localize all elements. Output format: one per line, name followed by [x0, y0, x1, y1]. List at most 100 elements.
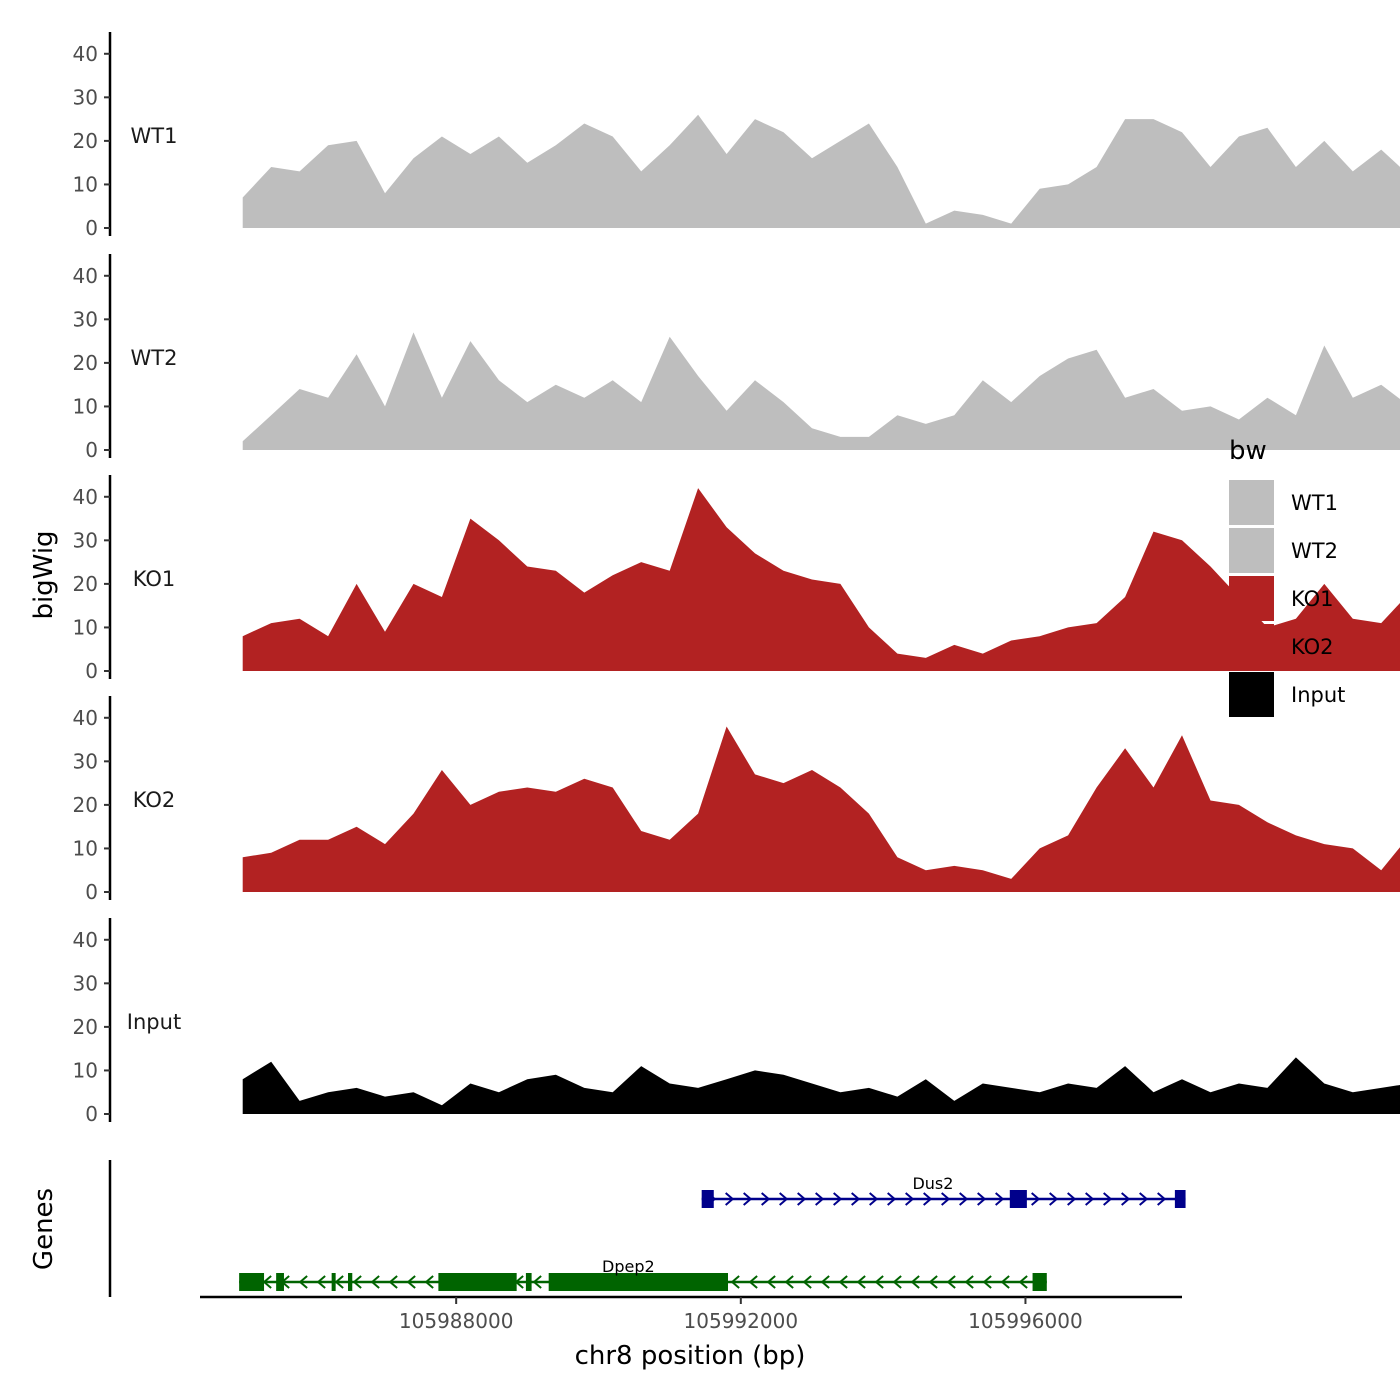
y-tick-label: 0 — [85, 659, 98, 683]
track-input: 0 10 20 30 40 Input — [73, 918, 1400, 1126]
gene-name-label: Dpep2 — [602, 1257, 655, 1276]
strand-arrow — [928, 1275, 938, 1289]
strand-arrow — [424, 1275, 434, 1289]
legend-label-ko2: KO2 — [1291, 635, 1334, 659]
legend-swatch-input — [1229, 672, 1274, 717]
track-ko1: 0 10 20 30 40 KO1 — [73, 475, 1400, 683]
strand-arrow — [946, 1275, 956, 1289]
x-tick-label: 105992000 — [684, 1309, 799, 1333]
coverage-area-wt2 — [242, 332, 1400, 450]
y-tick-label: 30 — [73, 749, 98, 773]
y-axis-title: bigWig — [29, 530, 59, 619]
x-tick-label: 105988000 — [399, 1309, 514, 1333]
strand-arrow — [833, 1192, 843, 1206]
strand-arrow — [1139, 1192, 1149, 1206]
y-tick-label: 30 — [73, 528, 98, 552]
strand-arrow — [910, 1275, 920, 1289]
y-tick-label: 40 — [73, 42, 98, 66]
track-label: WT2 — [131, 346, 178, 370]
gene-exon — [438, 1273, 517, 1291]
strand-arrow — [941, 1192, 951, 1206]
strand-arrow — [797, 1192, 807, 1206]
y-tick-label: 0 — [85, 438, 98, 462]
strand-arrow — [1018, 1275, 1028, 1289]
track-label: WT1 — [131, 124, 178, 148]
strand-arrow — [905, 1192, 915, 1206]
strand-arrow — [1157, 1192, 1167, 1206]
legend-swatch-wt2 — [1229, 528, 1274, 573]
gene-panel: Dus2 Dpep2 — [108, 1160, 1186, 1297]
strand-arrow — [748, 1275, 758, 1289]
strand-arrow — [1031, 1192, 1041, 1206]
y-tick-label: 30 — [73, 971, 98, 995]
strand-arrow — [995, 1192, 1005, 1206]
legend-swatch-wt1 — [1229, 480, 1274, 525]
strand-arrow — [1085, 1192, 1095, 1206]
strand-arrow — [784, 1275, 794, 1289]
track-wt1: 0 10 20 30 40 WT1 — [73, 32, 1400, 240]
track-label: KO1 — [133, 567, 176, 591]
strand-arrow — [820, 1275, 830, 1289]
legend-swatch-ko2 — [1229, 624, 1274, 669]
strand-arrow — [874, 1275, 884, 1289]
strand-arrow — [779, 1192, 789, 1206]
strand-arrow — [766, 1275, 776, 1289]
y-tick-label: 40 — [73, 928, 98, 952]
gene-exon — [525, 1273, 532, 1291]
x-tick-label: 105996000 — [968, 1309, 1083, 1333]
gene-dpep2: Dpep2 — [239, 1257, 1047, 1291]
y-tick-label: 20 — [73, 351, 98, 375]
y-tick-label: 20 — [73, 572, 98, 596]
track-label: KO2 — [133, 788, 176, 812]
gene-exon — [276, 1273, 284, 1291]
legend-label-input: Input — [1291, 683, 1345, 707]
bigwig-tracks: 0 10 20 30 40 WT1 0 10 20 30 40 WT2 0 10 20 30 40 KO1 0 10 2… — [73, 32, 1400, 1126]
strand-arrow — [388, 1275, 398, 1289]
gene-exon — [1174, 1190, 1186, 1208]
strand-arrow — [725, 1192, 735, 1206]
y-tick-label: 20 — [73, 129, 98, 153]
y-tick-label: 10 — [73, 172, 98, 196]
gene-dus2: Dus2 — [701, 1174, 1186, 1208]
y-tick-label: 20 — [73, 1015, 98, 1039]
strand-arrow — [406, 1275, 416, 1289]
strand-arrow — [923, 1192, 933, 1206]
track-label: Input — [127, 1010, 181, 1034]
strand-arrow — [1103, 1192, 1113, 1206]
gene-exon — [348, 1273, 353, 1291]
legend-title: bw — [1229, 436, 1267, 466]
coverage-area-ko1 — [242, 488, 1400, 671]
y-tick-label: 0 — [85, 216, 98, 240]
strand-arrow — [982, 1275, 992, 1289]
y-tick-label: 30 — [73, 85, 98, 109]
gene-exon — [1009, 1190, 1027, 1208]
y-tick-label: 10 — [73, 1058, 98, 1082]
strand-arrow — [334, 1275, 344, 1289]
x-axis: 105988000 105992000 105996000 — [200, 1295, 1182, 1333]
legend-label-wt1: WT1 — [1291, 491, 1338, 515]
strand-arrow — [856, 1275, 866, 1289]
y-tick-label: 40 — [73, 264, 98, 288]
y-tick-label: 10 — [73, 394, 98, 418]
y-tick-label: 0 — [85, 1102, 98, 1126]
strand-arrow — [815, 1192, 825, 1206]
strand-arrow — [370, 1275, 380, 1289]
coverage-area-wt1 — [242, 114, 1400, 228]
legend-label-ko1: KO1 — [1291, 587, 1334, 611]
y-tick-label: 40 — [73, 706, 98, 730]
legend-label-wt2: WT2 — [1291, 539, 1338, 563]
coverage-area-ko2 — [242, 726, 1400, 892]
strand-arrow — [730, 1275, 740, 1289]
track-wt2: 0 10 20 30 40 WT2 — [73, 254, 1400, 462]
strand-arrow — [887, 1192, 897, 1206]
strand-arrow — [959, 1192, 969, 1206]
strand-arrow — [892, 1275, 902, 1289]
legend: bw WT1 WT2 KO1 KO2 Input — [1229, 436, 1345, 717]
strand-arrow — [1067, 1192, 1077, 1206]
strand-arrow — [761, 1192, 771, 1206]
strand-arrow — [1000, 1275, 1010, 1289]
strand-arrow — [532, 1275, 542, 1289]
strand-arrow — [869, 1192, 879, 1206]
y-tick-label: 20 — [73, 793, 98, 817]
